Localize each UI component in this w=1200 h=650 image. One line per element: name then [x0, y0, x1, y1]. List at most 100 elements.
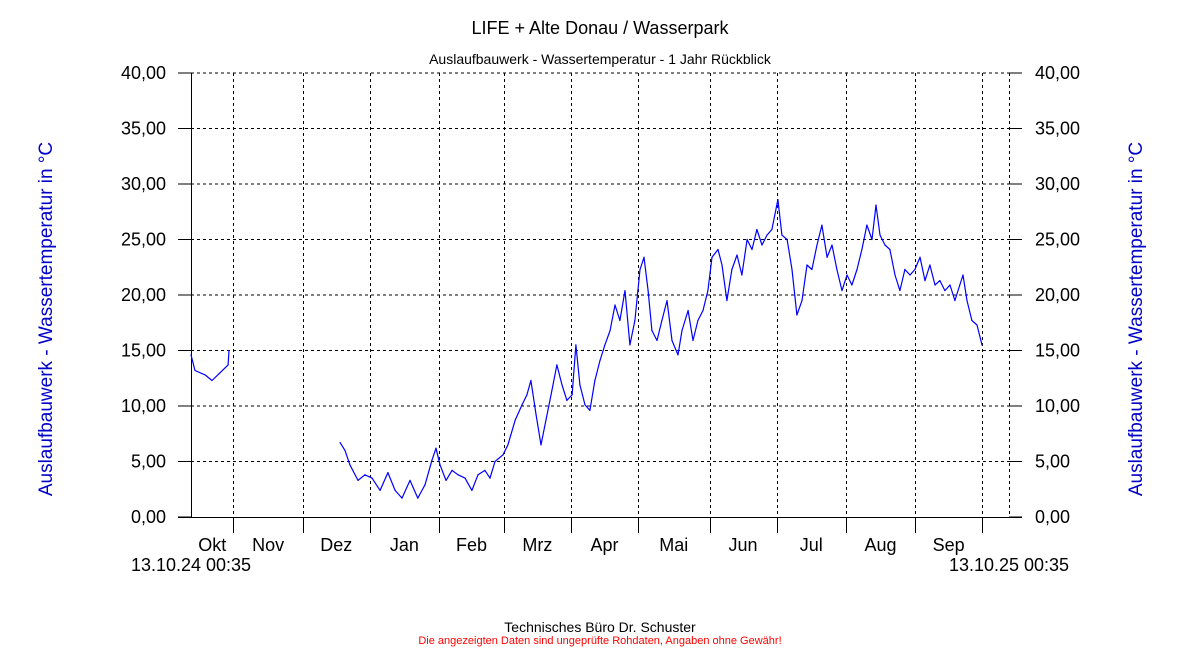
- data-point: [424, 484, 426, 486]
- data-point: [884, 244, 886, 246]
- y-tick-label-left: 10,00: [121, 396, 166, 416]
- data-point: [639, 268, 641, 271]
- data-point: [339, 442, 341, 444]
- data-point: [387, 472, 389, 474]
- data-point: [371, 477, 373, 479]
- data-point: [540, 444, 542, 446]
- data-point: [666, 299, 668, 302]
- data-point: [502, 454, 504, 456]
- data-point: [717, 248, 719, 251]
- data-point: [435, 447, 437, 449]
- data-point: [914, 268, 916, 271]
- data-point: [556, 364, 558, 366]
- data-point: [816, 244, 818, 246]
- data-point: [364, 474, 366, 476]
- y-tick-label-left: 20,00: [121, 285, 166, 305]
- data-point: [227, 364, 229, 366]
- data-point: [786, 238, 788, 241]
- footer-disclaimer: Die angezeigten Daten sind ungeprüfte Ro…: [418, 635, 782, 647]
- y-tick-label-left: 0,00: [131, 507, 166, 527]
- month-label: Dez: [320, 535, 352, 555]
- month-label: Apr: [590, 535, 618, 555]
- data-point: [599, 359, 601, 362]
- month-label: Feb: [456, 535, 487, 555]
- data-point: [796, 314, 798, 316]
- data-point: [349, 464, 351, 466]
- data-lines: [190, 198, 983, 499]
- data-point: [692, 339, 694, 342]
- data-point: [904, 268, 906, 271]
- y-tick-label-right: 15,00: [1035, 341, 1080, 361]
- y-tick-label-right: 30,00: [1035, 174, 1080, 194]
- data-point: [551, 389, 553, 392]
- data-point: [677, 354, 679, 356]
- month-label: Jul: [800, 535, 823, 555]
- data-point: [431, 459, 433, 461]
- data-point: [944, 289, 946, 292]
- data-point: [507, 444, 509, 446]
- data-point: [609, 329, 611, 332]
- data-point: [477, 474, 479, 476]
- data-point: [851, 284, 853, 286]
- chart-subtitle: Auslaufbauwerk - Wassertemperatur - 1 Ja…: [429, 51, 771, 67]
- month-label: Okt: [198, 535, 226, 555]
- data-point: [394, 489, 396, 491]
- y-tick-label-left: 5,00: [131, 452, 166, 472]
- data-point: [643, 256, 645, 258]
- y-tick-label-right: 40,00: [1035, 63, 1080, 83]
- data-point: [219, 372, 221, 374]
- data-point: [379, 489, 381, 491]
- data-point: [934, 284, 936, 286]
- data-point: [777, 198, 779, 201]
- data-point: [811, 268, 813, 271]
- data-point: [761, 244, 763, 246]
- data-point: [484, 469, 486, 471]
- data-point: [204, 374, 206, 376]
- y-tick-label-right: 25,00: [1035, 230, 1080, 250]
- data-point: [671, 339, 673, 342]
- data-point: [746, 238, 748, 241]
- data-point: [781, 234, 783, 236]
- data-point: [604, 344, 606, 346]
- data-point: [457, 474, 459, 476]
- month-label: Aug: [864, 535, 896, 555]
- data-point: [401, 497, 403, 499]
- data-point: [821, 224, 823, 226]
- data-point: [976, 324, 978, 326]
- data-point: [526, 394, 528, 396]
- y-tick-label-left: 25,00: [121, 230, 166, 250]
- data-point: [579, 384, 581, 386]
- chart-title: LIFE + Alte Donau / Wasserpark: [471, 18, 729, 38]
- y-tick-label-left: 15,00: [121, 341, 166, 361]
- end-date-label: 13.10.25 00:35: [949, 555, 1069, 575]
- data-point: [954, 299, 956, 302]
- data-point: [836, 268, 838, 271]
- y-tick-label-right: 0,00: [1035, 507, 1070, 527]
- data-point: [736, 254, 738, 256]
- data-point: [445, 479, 447, 481]
- data-point: [571, 394, 573, 396]
- data-point: [589, 409, 591, 412]
- data-point: [228, 349, 230, 352]
- data-point: [584, 404, 586, 406]
- tick-labels: 0,00 0,00 5,00 5,00 10,00 10,00 15,00 15,00 20,0…: [121, 63, 1080, 575]
- data-point: [889, 248, 891, 251]
- data-point: [959, 284, 961, 286]
- grid: [191, 72, 1010, 517]
- axes: [178, 72, 1022, 533]
- data-point: [971, 319, 973, 322]
- data-point: [791, 268, 793, 271]
- data-point: [879, 234, 881, 236]
- data-point: [806, 264, 808, 266]
- data-point: [514, 419, 516, 422]
- data-point: [471, 489, 473, 491]
- data-point: [575, 344, 577, 346]
- data-point: [871, 238, 873, 241]
- data-point: [647, 289, 649, 292]
- data-point: [711, 256, 713, 258]
- data-point: [417, 497, 419, 499]
- data-point: [629, 344, 631, 346]
- month-label: Sep: [933, 535, 965, 555]
- data-point: [751, 248, 753, 251]
